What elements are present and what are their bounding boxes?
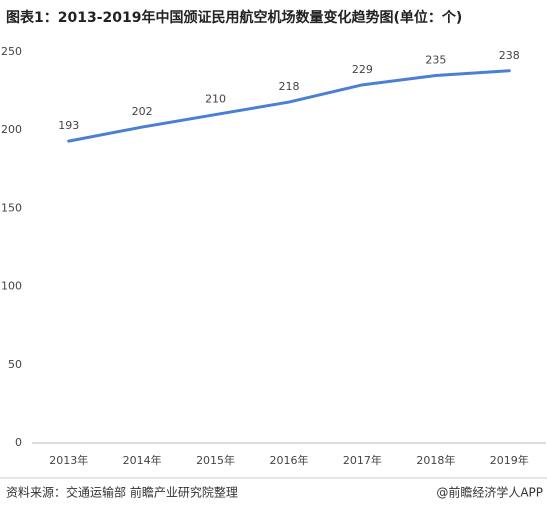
x-tick-label: 2014年 <box>123 453 162 467</box>
x-tick-label: 2016年 <box>270 453 309 467</box>
chart-title: 图表1：2013-2019年中国颁证民用航空机场数量变化趋势图(单位：个) <box>6 9 462 26</box>
credit: @前瞻经济学人APP <box>436 485 543 500</box>
y-tick-label: 250 <box>1 45 22 58</box>
y-tick-label: 100 <box>1 280 22 293</box>
data-label: 218 <box>279 80 300 93</box>
y-tick-label: 150 <box>1 201 22 214</box>
y-tick-label: 200 <box>1 123 22 136</box>
x-tick-label: 2013年 <box>49 453 88 467</box>
y-tick-label: 0 <box>15 436 22 449</box>
x-tick-label: 2018年 <box>416 453 455 467</box>
data-line <box>67 69 511 143</box>
data-label: 193 <box>58 119 79 132</box>
data-label: 235 <box>425 53 446 66</box>
data-label: 210 <box>205 93 226 106</box>
data-label: 229 <box>352 63 373 76</box>
x-tick-label: 2015年 <box>196 453 235 467</box>
data-label: 202 <box>132 105 153 118</box>
x-tick-label: 2017年 <box>343 453 382 467</box>
source-note: 资料来源：交通运输部 前瞻产业研究院整理 <box>6 485 238 500</box>
data-label: 238 <box>499 49 520 62</box>
x-tick-label: 2019年 <box>490 453 529 467</box>
y-tick-label: 50 <box>8 358 22 371</box>
